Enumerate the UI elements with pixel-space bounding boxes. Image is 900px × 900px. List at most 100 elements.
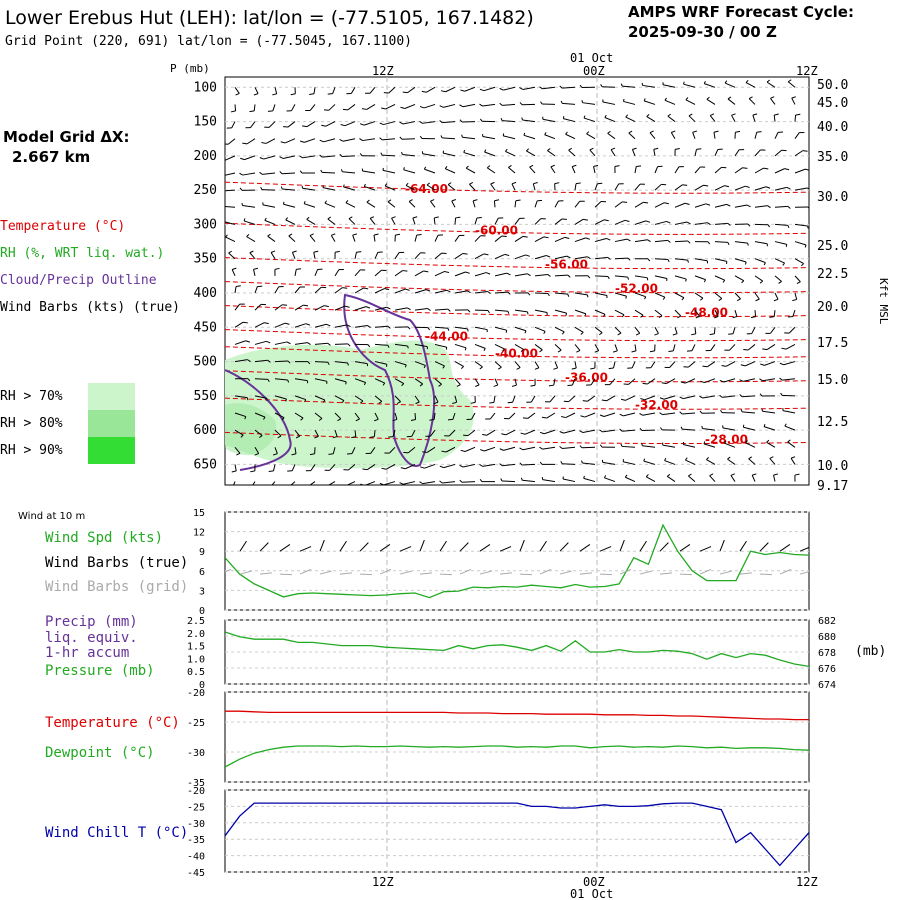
wind-barb-staff <box>391 217 396 225</box>
wind-barb <box>474 361 483 370</box>
wind-barb-staff <box>348 218 356 225</box>
wind-barb <box>765 326 776 334</box>
wind-barb-staff <box>482 463 496 467</box>
wind-barb-feather <box>787 205 791 209</box>
wind-barb-staff <box>526 150 536 157</box>
wind-barb-staff <box>454 395 458 403</box>
wind-barb-staff <box>532 183 536 191</box>
wind-barb-staff <box>594 292 608 296</box>
wind-barb-staff <box>304 138 316 143</box>
wind-barb-feather <box>568 147 573 151</box>
wind-barb-feather <box>640 398 645 401</box>
wind-barb-staff <box>274 378 288 381</box>
wind-barb <box>354 378 367 386</box>
wind-barb <box>379 481 396 485</box>
wind-barb <box>500 117 516 123</box>
wind-barb-feather <box>499 463 503 467</box>
wind-barb-staff <box>434 308 448 311</box>
wind-barb-staff <box>462 463 476 468</box>
wind-barb-feather <box>567 274 571 278</box>
wind-barb-staff <box>234 340 246 345</box>
wind-barb-staff <box>394 252 400 259</box>
wind-barb <box>610 147 616 157</box>
wind-barb-staff <box>674 258 688 261</box>
temperature-contour-label: -52.00 <box>615 282 658 296</box>
wind-barb-staff <box>628 132 636 140</box>
wind-barb-staff <box>503 135 516 140</box>
wind-barb-feather <box>395 233 401 236</box>
wind-barb-feather <box>381 467 387 470</box>
wind-barb-staff <box>424 463 436 469</box>
wind-barb <box>692 130 698 139</box>
wind-barb-staff <box>433 217 436 225</box>
wind-barb-feather <box>756 131 762 133</box>
wind-barb <box>766 439 776 448</box>
temperature-contour-label: -48.00 <box>685 306 728 320</box>
precip-tick-label: 2.5 <box>187 616 205 627</box>
wind-barb-staff <box>254 304 262 311</box>
wind-barb-staff <box>706 98 716 105</box>
wind-barb-feather <box>225 234 228 238</box>
wind-barb-feather <box>668 350 674 352</box>
height-tick-label: 35.0 <box>817 150 848 165</box>
wind-barb-feather <box>699 410 703 414</box>
wind-barb <box>730 473 736 482</box>
wind-barb-staff <box>234 395 248 399</box>
wind-barb-staff <box>766 344 776 351</box>
wind-barb-feather <box>412 216 418 219</box>
wind-barb <box>230 104 237 113</box>
wind-barb-feather <box>548 384 554 387</box>
wind-barb-staff <box>514 326 527 332</box>
wind-barb-true <box>599 546 612 552</box>
wind-barb-feather <box>667 259 670 263</box>
wind-barb <box>623 378 636 385</box>
wind-barb-staff <box>694 203 707 208</box>
wind-barb-grid <box>579 572 592 575</box>
wind-barb-staff <box>354 287 364 294</box>
height-tick-label: 45.0 <box>817 96 848 111</box>
wind-barb <box>594 201 607 208</box>
wind-barb-feather <box>307 342 311 345</box>
wind-barb-feather <box>400 106 405 109</box>
wind-barb-staff <box>482 136 496 140</box>
wind-barb-feather <box>643 201 649 204</box>
wind-barb <box>309 87 316 95</box>
precip-pressure-frame <box>224 619 810 685</box>
wind-barb <box>254 412 266 420</box>
wind-barb <box>514 309 529 315</box>
wind-barb <box>225 205 236 208</box>
wind-barb-feather <box>520 349 524 352</box>
legend-rh70-label: RH > 70% <box>0 389 63 404</box>
wind-barb-staff <box>734 241 748 244</box>
wind-barb <box>722 425 736 431</box>
wind-barb <box>392 412 398 422</box>
wind-barb-feather <box>406 307 411 311</box>
wind-barb-staff <box>642 84 656 88</box>
wind-barb <box>254 285 263 294</box>
wind-barb-feather <box>281 417 285 421</box>
wind-barb-staff <box>434 271 445 277</box>
wind-barb-staff <box>683 395 696 400</box>
wind-barb-staff <box>554 309 567 314</box>
wind-barb-staff <box>794 168 806 174</box>
wind-barb-staff <box>474 253 485 260</box>
wind-barb <box>554 344 562 353</box>
wind-barb-staff <box>742 395 756 398</box>
wind-barb-feather <box>675 147 680 150</box>
wind-barb-staff <box>667 115 676 122</box>
wind-barb-staff <box>688 115 696 122</box>
wind-barb-feather <box>639 427 643 431</box>
wind-barb-grid-staff <box>820 573 832 574</box>
wind-barb-staff <box>274 447 278 454</box>
wind-barb-feather <box>423 270 429 273</box>
wind-barb <box>586 378 596 386</box>
wind-barb <box>773 292 779 302</box>
wind-barb <box>574 237 591 243</box>
wind-barb-staff <box>594 256 608 260</box>
wind-barb-feather <box>741 280 745 284</box>
wind-barb <box>274 412 285 421</box>
wind-barb-staff <box>354 252 357 259</box>
wind-barb <box>706 456 716 465</box>
wind-barb-staff <box>534 273 548 277</box>
wind-barb <box>661 378 676 385</box>
